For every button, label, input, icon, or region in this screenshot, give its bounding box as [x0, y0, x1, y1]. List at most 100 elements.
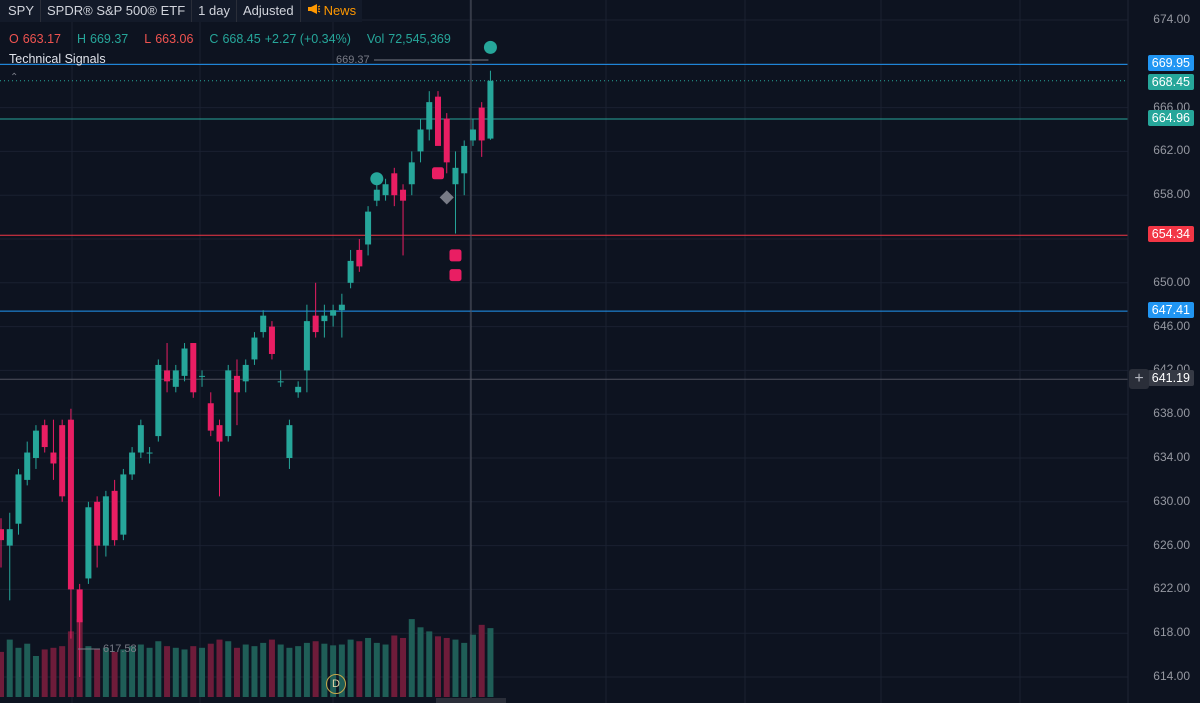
- volume-bar: [417, 627, 424, 697]
- symbol-header: SPY SPDR® S&P 500® ETF 1 day Adjusted Ne…: [0, 0, 363, 22]
- candle-body: [408, 162, 415, 185]
- volume-bar: [24, 643, 31, 697]
- volume-bar: [172, 647, 179, 697]
- volume-bar: [478, 624, 485, 697]
- price-axis-tick: 662.00: [1153, 143, 1190, 158]
- candle-body: [312, 315, 319, 333]
- volume-bar: [356, 641, 363, 697]
- candle-body: [59, 425, 66, 497]
- adjustment-button[interactable]: Adjusted: [236, 0, 301, 22]
- volume-bar: [199, 647, 206, 697]
- candle-body: [111, 490, 118, 541]
- volume-bar: [164, 646, 171, 697]
- price-tag-teal-level: 664.96: [1147, 109, 1194, 126]
- volume-bar: [0, 651, 4, 697]
- candle-body: [85, 507, 92, 579]
- high-value: 669.37: [90, 32, 129, 46]
- volume-bar: [452, 639, 459, 697]
- candle-body: [32, 430, 39, 458]
- candle-body: [487, 80, 494, 139]
- candle-body: [172, 370, 179, 387]
- collapse-chevron-icon[interactable]: ⌃: [10, 72, 19, 83]
- volume-bar: [435, 636, 441, 697]
- candle-body: [365, 211, 372, 245]
- candle-body: [356, 249, 363, 267]
- candle-body: [242, 364, 249, 382]
- candle-body: [347, 260, 354, 283]
- signal-square: [449, 269, 462, 282]
- volume-bar: [94, 649, 101, 697]
- candle-body: [199, 375, 206, 377]
- price-axis-tick: 622.00: [1153, 581, 1190, 596]
- price-axis-tick: 618.00: [1153, 625, 1190, 640]
- candle-body: [146, 452, 153, 454]
- candle-body: [181, 348, 188, 376]
- volume-bar: [487, 628, 494, 697]
- megaphone-icon: [307, 0, 321, 22]
- low-value: 663.06: [155, 32, 194, 46]
- candle-body: [15, 474, 22, 524]
- news-label: News: [323, 3, 357, 18]
- candle-body: [225, 370, 232, 437]
- close-key: C: [209, 32, 219, 46]
- candle-body: [417, 129, 424, 152]
- volume-bar: [321, 643, 328, 697]
- candle-body: [155, 364, 162, 437]
- volume-bar: [216, 639, 223, 697]
- low-key: L: [144, 32, 152, 46]
- crosshair-price-tag: 641.19: [1147, 370, 1194, 387]
- candle-body: [435, 96, 441, 146]
- volume-bar: [365, 637, 372, 697]
- volume-bar: [190, 646, 197, 697]
- volume-bar: [233, 647, 240, 697]
- candle-body: [321, 315, 328, 322]
- candle-body: [137, 425, 144, 453]
- candle-body: [330, 310, 337, 316]
- high-marker-label: 669.37: [336, 54, 370, 66]
- price-tag-blue-level: 647.41: [1147, 302, 1194, 319]
- volume-bar: [330, 645, 337, 697]
- volume-bar: [129, 646, 136, 697]
- volume-bar: [382, 644, 389, 697]
- indicator-label[interactable]: Technical Signals: [9, 52, 106, 66]
- price-axis-tick: 646.00: [1153, 318, 1190, 333]
- price-axis-tick: 650.00: [1153, 274, 1190, 289]
- volume-bar: [277, 644, 284, 697]
- price-axis-tick: 626.00: [1153, 537, 1190, 552]
- candle-body: [295, 386, 302, 393]
- symbol-name[interactable]: SPDR® S&P 500® ETF: [41, 0, 193, 22]
- volume-bar: [408, 619, 415, 697]
- open-key: O: [9, 32, 19, 46]
- candle-body: [50, 452, 57, 464]
- price-axis-tick: 638.00: [1153, 406, 1190, 421]
- price-axis-tick: 614.00: [1153, 669, 1190, 683]
- volume-bar: [391, 635, 398, 697]
- candle-body: [277, 381, 284, 383]
- price-tag-red-level: 654.34: [1147, 226, 1194, 243]
- candle-body: [391, 173, 398, 196]
- volume-bar: [120, 649, 127, 697]
- candle-body: [461, 145, 468, 174]
- add-plus-icon[interactable]: +: [1129, 369, 1149, 390]
- news-button[interactable]: News: [300, 0, 363, 22]
- volume-bar: [85, 646, 92, 697]
- candle-body: [382, 184, 389, 196]
- open-value: 663.17: [22, 32, 61, 46]
- volume-bar: [207, 643, 214, 697]
- ohlc-legend: O 663.17 H 669.37 L 663.06 C 668.45 +2.2…: [9, 32, 451, 46]
- signal-circle: [483, 40, 497, 54]
- signal-square: [449, 249, 462, 262]
- volume-bar: [137, 644, 144, 697]
- candle-body: [120, 474, 127, 535]
- dividend-marker[interactable]: D: [326, 674, 346, 694]
- change-value: +2.27 (+0.34%): [264, 32, 351, 46]
- candle-body: [164, 370, 171, 382]
- price-axis-tick: 630.00: [1153, 493, 1190, 508]
- volume-bar: [338, 644, 345, 697]
- candle-body: [94, 501, 101, 546]
- symbol-ticker[interactable]: SPY: [0, 0, 42, 22]
- time-axis-scroll: [436, 698, 506, 703]
- candle-body: [443, 118, 450, 163]
- interval-button[interactable]: 1 day: [192, 0, 237, 22]
